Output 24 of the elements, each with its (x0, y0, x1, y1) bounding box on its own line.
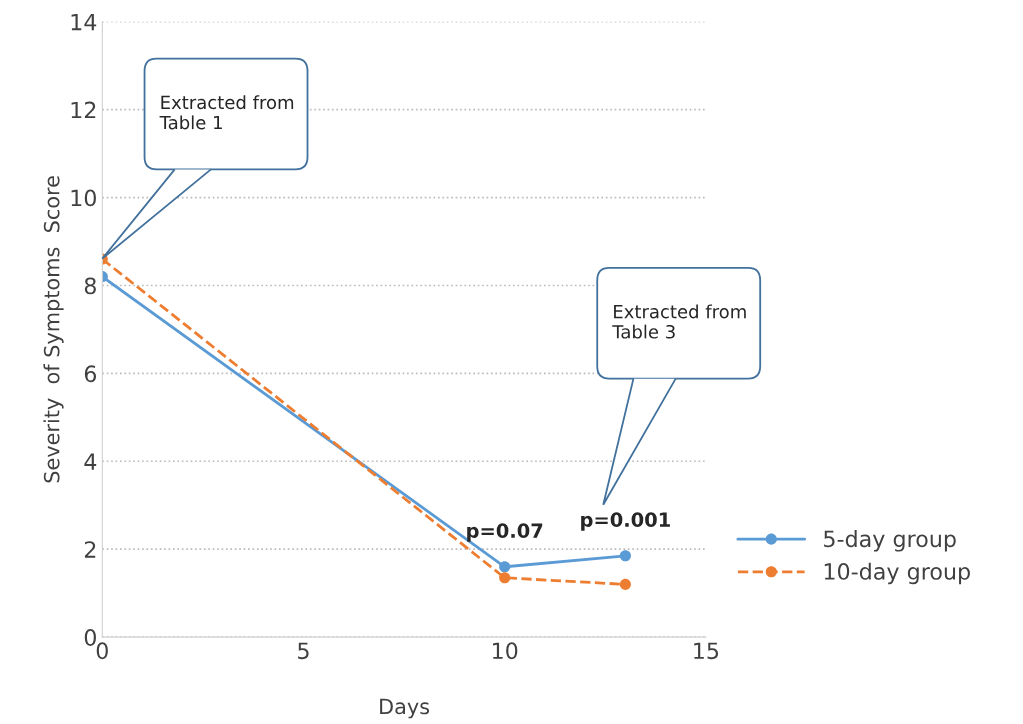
y-tick-label: 6 (84, 365, 97, 383)
y-tick-label: 4 (84, 453, 97, 470)
point (499, 572, 511, 584)
legend-label: 10-day group (824, 562, 970, 585)
y-tick-label: 8 (84, 277, 96, 295)
point (619, 550, 631, 562)
annotation: Extracted from Table 3 (612, 304, 746, 339)
y-axis-title: Severity of Symptoms Score (43, 176, 64, 483)
y-tick-label: 14 (71, 13, 97, 31)
legend-label: 5-day group (824, 530, 956, 552)
x-axis-title: Days (380, 698, 430, 719)
x-tick-label: 10 (492, 642, 518, 660)
annotation: p=0.07 (467, 523, 543, 542)
annotation: p=0.001 (581, 512, 670, 531)
x-tick-label: 0 (96, 642, 108, 660)
y-tick-label: 12 (71, 101, 96, 119)
x-tick-label: 15 (694, 642, 719, 660)
y-tick-label: 10 (71, 189, 96, 207)
x-tick-label: 5 (298, 642, 309, 660)
y-tick-label: 0 (84, 629, 96, 646)
y-tick-label: 2 (84, 541, 96, 558)
annotation: Extracted from Table 1 (159, 95, 294, 130)
point (499, 561, 511, 573)
point (619, 578, 631, 590)
